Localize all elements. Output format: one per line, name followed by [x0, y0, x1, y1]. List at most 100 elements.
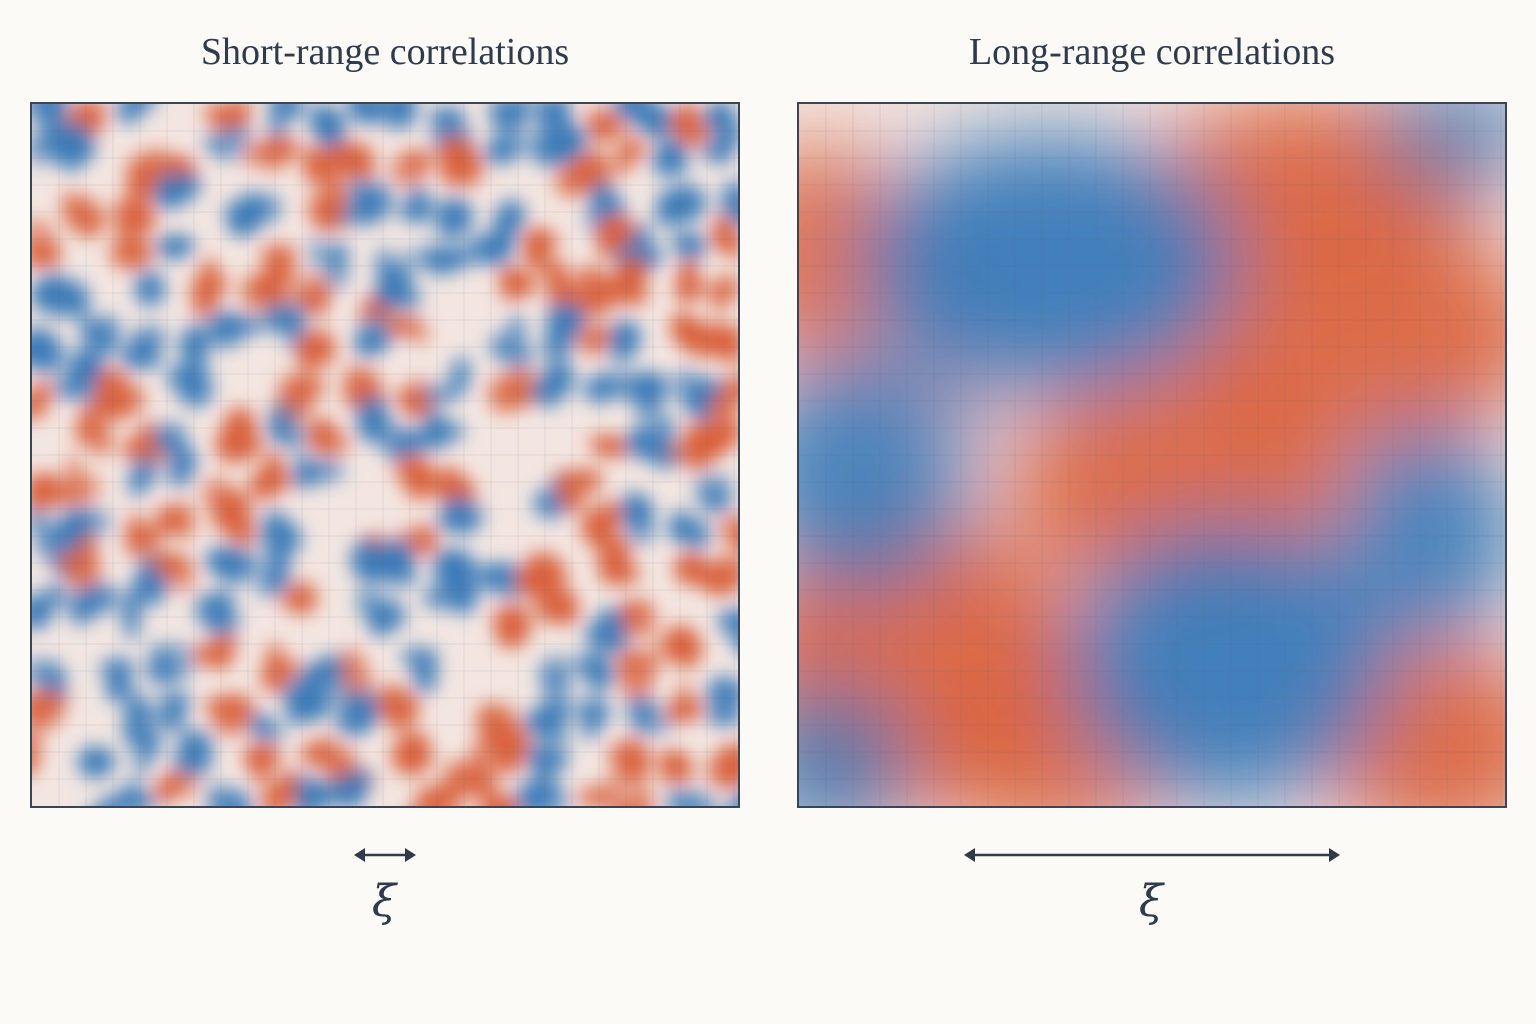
blue-domain — [859, 134, 1239, 394]
red-cluster — [307, 179, 350, 231]
blue-cluster — [52, 121, 99, 173]
blue-cluster — [53, 348, 105, 406]
red-cluster — [124, 147, 171, 202]
blue-cluster — [488, 313, 536, 370]
blue-cluster — [173, 729, 215, 779]
blue-cluster — [154, 690, 191, 733]
blue-cluster — [575, 697, 612, 741]
blue-domain — [799, 684, 909, 806]
red-cluster — [326, 141, 378, 180]
long-range-field — [797, 102, 1507, 808]
blue-cluster — [309, 104, 347, 150]
blue-cluster — [122, 725, 161, 780]
short-correlation-length-label: ξ — [371, 876, 397, 927]
blue-cluster — [420, 354, 472, 403]
blue-cluster — [543, 302, 586, 362]
blue-cluster — [334, 690, 382, 737]
red-cluster — [390, 731, 434, 776]
blue-cluster — [326, 765, 372, 806]
blue-cluster — [354, 314, 396, 358]
red-cluster — [145, 550, 197, 593]
short-range-field — [30, 102, 740, 808]
blue-cluster — [399, 646, 440, 695]
blue-cluster — [527, 741, 570, 776]
blue-cluster — [292, 774, 334, 806]
red-cluster — [598, 550, 643, 586]
red-cluster — [394, 453, 435, 500]
blue-cluster — [254, 547, 291, 599]
red-cluster — [607, 737, 652, 792]
blue-cluster — [155, 233, 196, 260]
blue-cluster — [281, 679, 331, 726]
red-cluster — [75, 406, 112, 458]
red-cluster — [295, 328, 340, 372]
blue-cluster — [144, 641, 195, 685]
blue-cluster — [68, 582, 119, 626]
blue-domain — [1339, 424, 1505, 644]
red-cluster — [668, 104, 712, 149]
blue-cluster — [383, 104, 417, 131]
blue-cluster — [166, 356, 214, 408]
blue-cluster — [206, 782, 252, 806]
red-cluster — [285, 273, 332, 318]
blue-cluster — [653, 183, 707, 228]
blue-cluster — [205, 545, 258, 585]
blue-cluster — [524, 698, 574, 746]
blue-cluster — [134, 268, 167, 308]
blue-cluster — [421, 407, 465, 452]
blue-cluster — [624, 698, 673, 737]
short-range-title: Short-range correlations — [200, 31, 570, 73]
short-range-field-image — [32, 104, 738, 806]
long-range-field-image — [799, 104, 1505, 806]
blue-cluster — [308, 235, 349, 291]
blue-cluster — [203, 125, 253, 163]
red-cluster — [583, 106, 629, 143]
blue-cluster — [527, 362, 575, 410]
blue-cluster — [76, 745, 118, 780]
blue-cluster — [249, 712, 287, 743]
blue-cluster — [235, 190, 284, 232]
blue-cluster — [717, 609, 738, 653]
blue-cluster — [380, 422, 430, 463]
blue-cluster — [722, 795, 738, 806]
red-cluster — [437, 135, 484, 190]
blue-cluster — [267, 402, 308, 447]
red-cluster — [32, 381, 54, 421]
blue-cluster — [346, 104, 386, 125]
red-cluster — [487, 367, 541, 414]
red-cluster — [580, 498, 624, 547]
blue-domain — [1069, 524, 1389, 804]
red-cluster — [674, 258, 708, 305]
blue-cluster — [489, 104, 545, 131]
blue-cluster — [422, 575, 479, 614]
red-cluster — [247, 451, 294, 501]
red-cluster — [578, 774, 629, 806]
red-cluster — [433, 466, 477, 506]
red-cluster — [618, 599, 658, 640]
red-cluster — [554, 147, 613, 199]
red-cluster — [306, 416, 350, 457]
red-cluster — [124, 512, 161, 560]
red-cluster — [499, 264, 538, 303]
red-cluster — [55, 532, 101, 591]
red-cluster — [710, 323, 738, 365]
blue-cluster — [291, 448, 345, 490]
blue-cluster — [373, 262, 422, 312]
red-cluster — [665, 679, 704, 724]
red-cluster — [153, 501, 195, 541]
blue-cluster — [582, 607, 629, 654]
red-cluster — [242, 742, 282, 786]
red-cluster — [522, 227, 561, 271]
long-range-title: Long-range correlations — [968, 31, 1336, 73]
blue-cluster — [693, 472, 734, 514]
red-cluster — [389, 149, 434, 188]
red-cluster — [32, 688, 70, 735]
red-cluster — [109, 220, 156, 271]
red-cluster — [193, 634, 239, 671]
red-cluster — [242, 136, 299, 173]
red-cluster — [708, 374, 738, 419]
red-cluster — [573, 323, 618, 359]
red-cluster — [614, 134, 649, 176]
blue-cluster — [152, 172, 201, 211]
red-cluster — [207, 506, 256, 547]
